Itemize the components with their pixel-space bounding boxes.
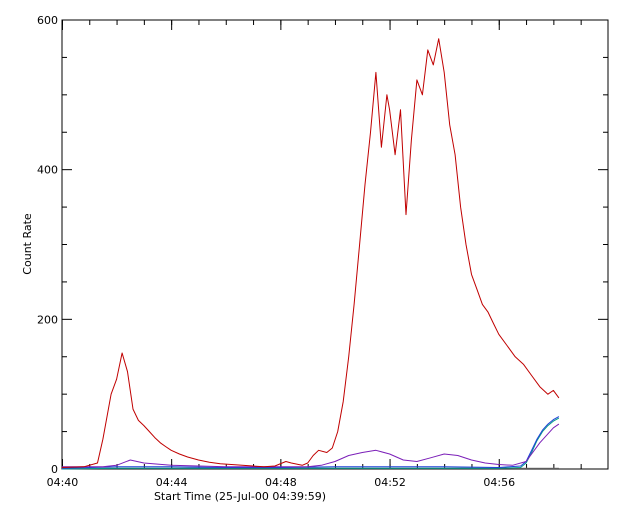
axis-ticks [61,19,608,470]
series-line-1 [62,423,560,468]
x-tick-label: 04:52 [374,476,406,489]
y-tick-label: 200 [37,313,58,326]
x-axis-label: Start Time (25-Jul-00 04:39:59) [154,490,326,503]
x-tick-label: 04:40 [47,476,79,489]
data-series [61,38,560,470]
x-tick-label: 04:44 [156,476,188,489]
x-tick-label: 04:56 [483,476,515,489]
series-line-3 [61,417,560,470]
series-line-2 [61,416,560,469]
plot-frame [61,19,609,470]
y-axis-label: Count Rate [21,213,34,275]
series-line-0 [61,38,560,468]
x-tick-label: 04:48 [265,476,297,489]
y-tick-label: 600 [37,14,58,27]
y-tick-label: 0 [51,463,58,476]
axis-tick-labels: 04:40 04:44 04:48 04:52 04:56 0 200 400 600 [37,14,515,489]
y-tick-label: 400 [37,164,58,177]
